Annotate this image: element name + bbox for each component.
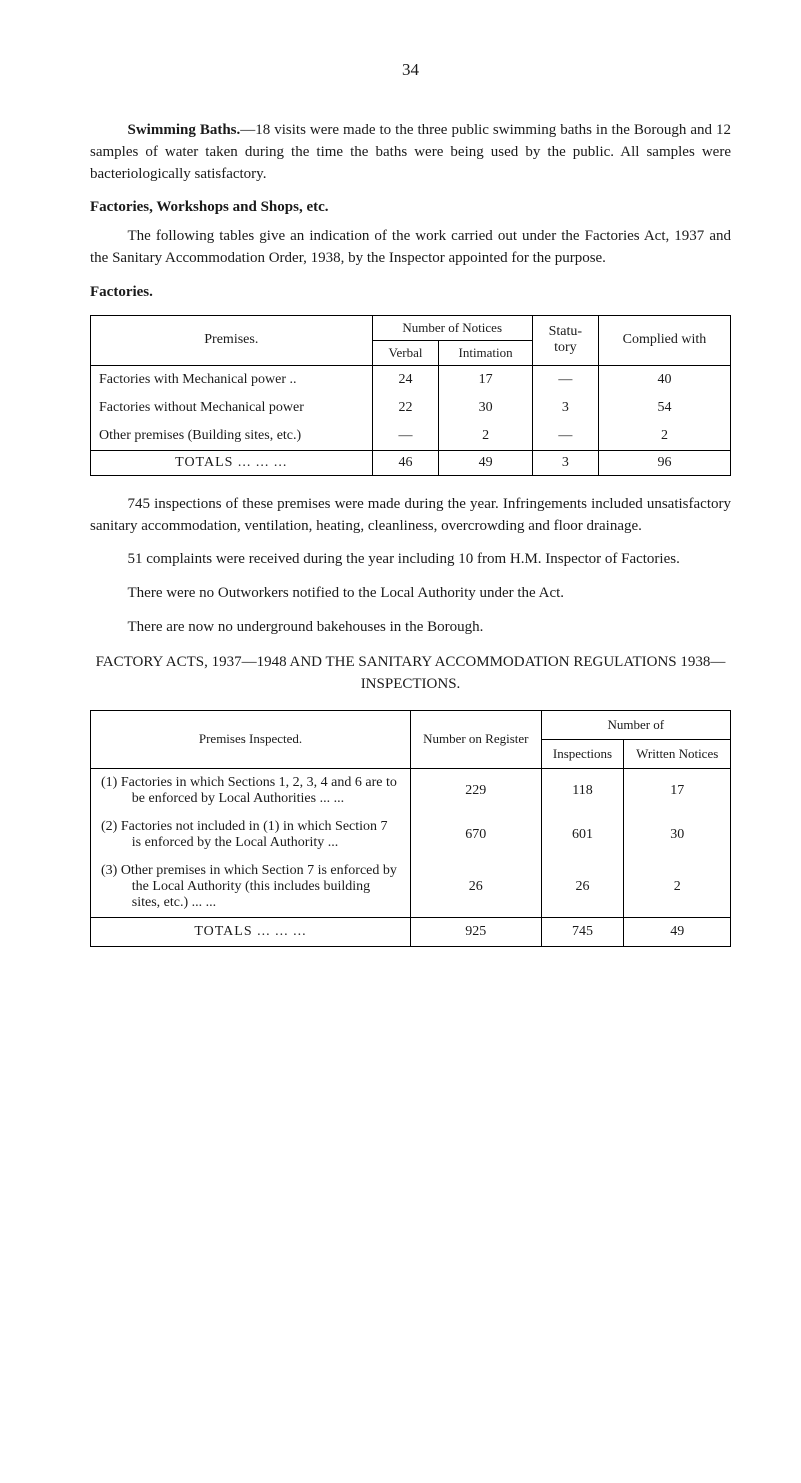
table-row: Factories with Mechanical power .. 24 17… [91, 365, 731, 394]
cell-register: 229 [411, 768, 542, 813]
cell-verbal: 22 [372, 394, 439, 422]
cell-premises: (2) Factories not included in (1) in whi… [101, 819, 400, 851]
th-written: Written Notices [624, 739, 731, 768]
paragraph-swimming-baths: Swimming Baths.—18 visits were made to t… [90, 120, 731, 185]
th-complied: Complied with [598, 315, 730, 365]
cell-intimation: 2 [439, 422, 532, 451]
paragraph-inspections: 745 inspections of these premises were m… [90, 494, 731, 538]
cell-inspections: 601 [541, 813, 624, 857]
cell-totals-label: TOTALS ... ... ... [91, 917, 411, 946]
th-premises-inspected: Premises Inspected. [91, 710, 411, 768]
table-row-totals: TOTALS ... ... ... 46 49 3 96 [91, 450, 731, 475]
table-row-totals: TOTALS ... ... ... 925 745 49 [91, 917, 731, 946]
cell-totals-complied: 96 [598, 450, 730, 475]
cell-inspections: 26 [541, 857, 624, 918]
paragraph-tables-intro: The following tables give an indication … [90, 226, 731, 270]
cell-intimation: 17 [439, 365, 532, 394]
document-page: 34 Swimming Baths.—18 visits were made t… [0, 0, 801, 1005]
cell-totals-inspections: 745 [541, 917, 624, 946]
cell-statutory: — [532, 365, 598, 394]
paragraph-bakehouses: There are now no underground bakehouses … [90, 617, 731, 639]
table-row: (3) Other premises in which Section 7 is… [91, 857, 731, 918]
lead-in: Swimming Baths. [128, 122, 241, 138]
cell-inspections: 118 [541, 768, 624, 813]
cell-verbal: 24 [372, 365, 439, 394]
cell-totals-statutory: 3 [532, 450, 598, 475]
subheading-factories: Factories. [90, 284, 731, 301]
table-premises-inspected: Premises Inspected. Number on Register N… [90, 710, 731, 947]
cell-totals-intimation: 49 [439, 450, 532, 475]
th-inspections: Inspections [541, 739, 624, 768]
cell-written: 17 [624, 768, 731, 813]
th-premises: Premises. [91, 315, 373, 365]
cell-written: 30 [624, 813, 731, 857]
cell-totals-register: 925 [411, 917, 542, 946]
paragraph-outworkers: There were no Outworkers notified to the… [90, 583, 731, 605]
cell-complied: 2 [598, 422, 730, 451]
cell-premises: (3) Other premises in which Section 7 is… [101, 863, 400, 911]
th-intimation: Intimation [439, 340, 532, 365]
cell-premises: Factories without Mechanical power [91, 394, 373, 422]
cell-totals-verbal: 46 [372, 450, 439, 475]
subheading-factories-workshops: Factories, Workshops and Shops, etc. [90, 199, 731, 216]
page-number: 34 [90, 60, 731, 80]
th-register: Number on Register [411, 710, 542, 768]
table-row: Factories without Mechanical power 22 30… [91, 394, 731, 422]
cell-premises: Other premises (Building sites, etc.) [91, 422, 373, 451]
table-row: (1) Factories in which Sections 1, 2, 3,… [91, 768, 731, 813]
cell-verbal: — [372, 422, 439, 451]
cell-register: 26 [411, 857, 542, 918]
cell-intimation: 30 [439, 394, 532, 422]
th-number-of: Number of [541, 710, 730, 739]
cell-totals-written: 49 [624, 917, 731, 946]
table-row: (2) Factories not included in (1) in whi… [91, 813, 731, 857]
table-factories-notices: Premises. Number of Notices Statu- tory … [90, 315, 731, 476]
th-statutory: Statu- tory [532, 315, 598, 365]
cell-written: 2 [624, 857, 731, 918]
th-notices: Number of Notices [372, 315, 532, 340]
cell-register: 670 [411, 813, 542, 857]
th-verbal: Verbal [372, 340, 439, 365]
table-row: Other premises (Building sites, etc.) — … [91, 422, 731, 451]
cell-premises: Factories with Mechanical power .. [91, 365, 373, 394]
cell-premises: (1) Factories in which Sections 1, 2, 3,… [101, 775, 400, 807]
cell-statutory: — [532, 422, 598, 451]
cell-complied: 54 [598, 394, 730, 422]
cell-totals-label: TOTALS ... ... ... [91, 450, 373, 475]
cell-complied: 40 [598, 365, 730, 394]
paragraph-complaints: 51 complaints were received during the y… [90, 549, 731, 571]
section-title-factory-acts: FACTORY ACTS, 1937—1948 AND THE SANITARY… [90, 651, 731, 696]
cell-statutory: 3 [532, 394, 598, 422]
